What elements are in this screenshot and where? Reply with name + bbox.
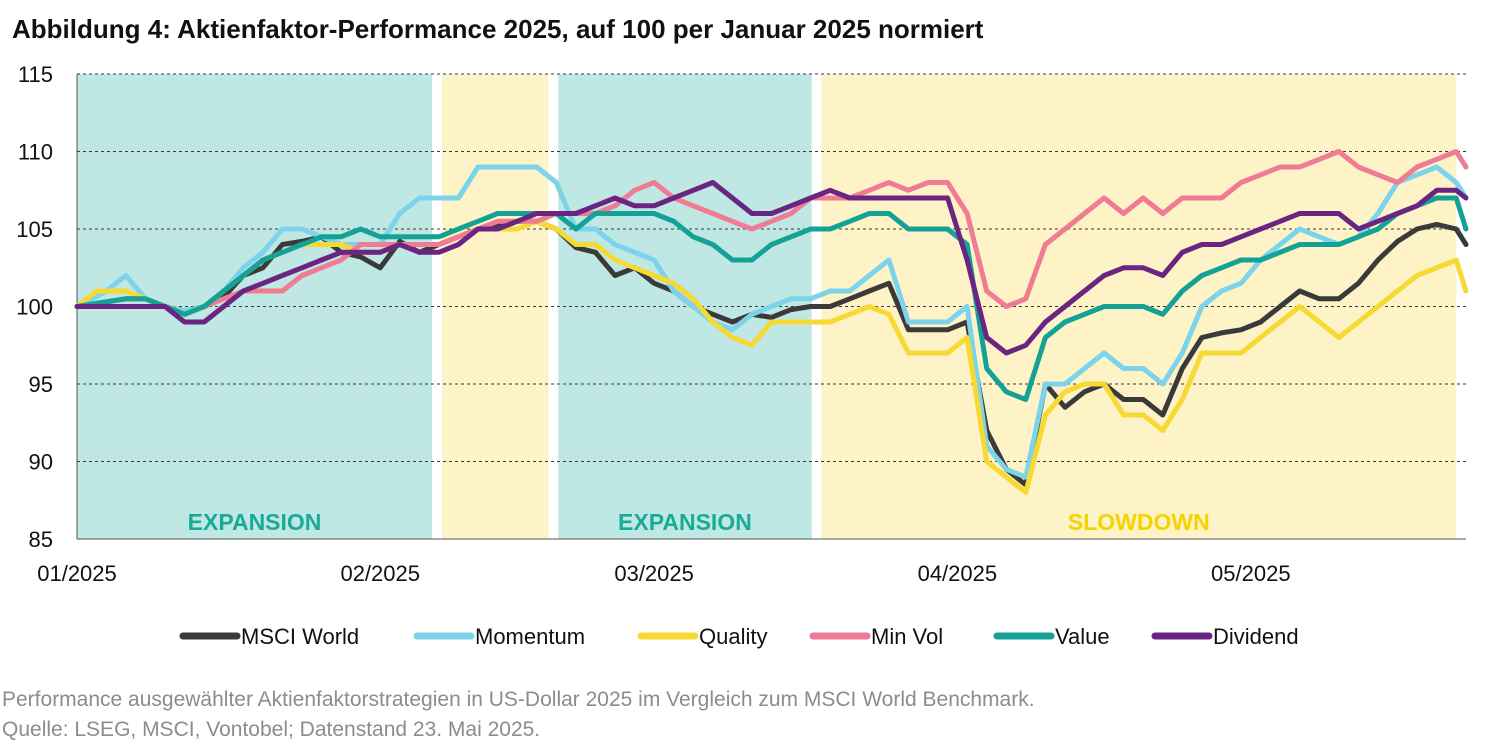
regime-label-3: SLOWDOWN [1068,509,1210,535]
caption-description: Performance ausgewählter Aktienfaktorstr… [2,688,1035,711]
x-tick-label: 02/2025 [340,561,420,586]
series-line-msci-world [74,218,1469,488]
legend-label: Quality [699,624,767,649]
y-axis-ticks: 85 90 95 100 105 110 115 [16,62,53,552]
y-tick-label: 110 [18,140,53,165]
factor-performance-chart: 85 90 95 100 105 110 115 01/2025 02/2025 03/2025… [16,62,1469,649]
x-tick-label: 05/2025 [1211,561,1291,586]
x-tick-label: 03/2025 [614,561,694,586]
legend-label: MSCI World [241,624,359,649]
series-line-dividend [74,180,1469,356]
x-tick-label: 04/2025 [918,561,998,586]
y-tick-label: 90 [29,450,53,475]
legend: MSCI World Momentum Quality Min Vol Value Div… [179,624,1299,649]
y-tick-label: 100 [16,295,53,320]
regime-label-2: EXPANSION [618,509,752,535]
y-tick-label: 105 [16,217,53,242]
y-tick-label: 95 [29,372,53,397]
legend-label: Dividend [1213,624,1299,649]
regime-label-0: EXPANSION [188,509,322,535]
regime-labels: EXPANSION EXPANSION SLOWDOWN [188,509,1210,535]
legend-label: Value [1055,624,1110,649]
legend-label: Momentum [475,624,585,649]
series-line-quality [74,218,1469,495]
regime-band-1 [441,74,549,539]
x-axis-ticks: 01/2025 02/2025 03/2025 04/2025 05/2025 [37,561,1290,586]
caption-source: Quelle: LSEG, MSCI, Vontobel; Datenstand… [2,718,541,741]
y-tick-label: 115 [18,62,53,87]
series-lines [74,149,1469,495]
chart-title: Abbildung 4: Aktienfaktor-Performance 20… [12,14,984,44]
legend-label: Min Vol [871,624,943,649]
y-tick-label: 85 [29,527,53,552]
series-line-value [74,195,1469,402]
series-line-min-vol [74,149,1469,317]
x-tick-label: 01/2025 [37,561,117,586]
